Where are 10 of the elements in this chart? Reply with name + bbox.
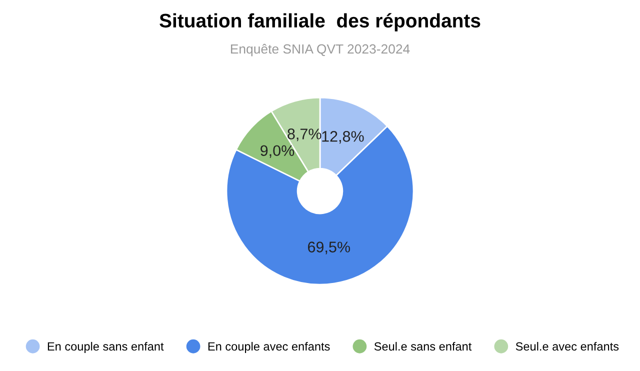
data-label: 9,0% (260, 145, 294, 158)
legend-label: Seul.e sans enfant (374, 342, 472, 351)
legend-label: En couple sans enfant (48, 342, 164, 353)
legend-label: En couple avec enfants (208, 342, 330, 353)
chart-subtitle: Enquête SNIA QVT 2023-2024 (230, 44, 410, 56)
data-label: 69,5% (308, 242, 350, 254)
chart-title: Situation familiale des répondants (160, 13, 480, 32)
legend-label: Seul.e avec enfants (516, 342, 619, 351)
data-label: 8,7% (288, 128, 322, 142)
data-label: 12,8% (322, 131, 364, 144)
